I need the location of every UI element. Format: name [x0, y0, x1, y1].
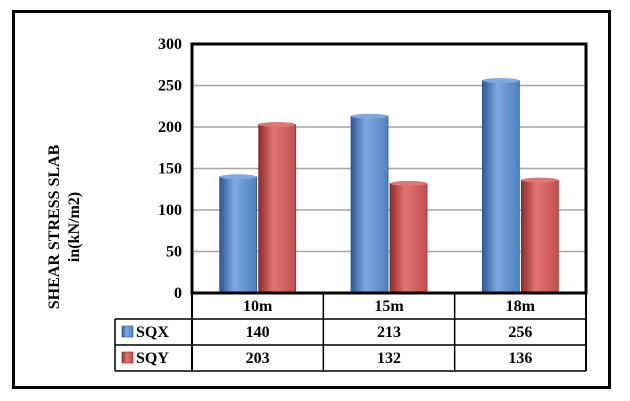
y-tick-label: 0 [174, 285, 182, 302]
bar-top-highlight [219, 174, 257, 180]
bar-sqy [258, 124, 297, 294]
chart-frame: SHEAR STRESS SLAB in(kN/m2) 0 50 100 150 200… [12, 10, 611, 389]
plot-area: 0 50 100 150 200 250 300 [158, 36, 588, 302]
bar-top-highlight [521, 177, 559, 183]
plot-border [190, 42, 588, 295]
bar-top-highlight [351, 113, 388, 119]
legend-key-sqy [121, 351, 134, 364]
y-tick-label: 200 [158, 119, 182, 136]
bar-sqx [350, 115, 389, 294]
y-tick-label: 150 [158, 161, 182, 178]
table-header-10m: 10m [243, 298, 273, 315]
y-axis-label-line1: SHEAR STRESS SLAB [46, 144, 63, 309]
y-tick-label: 300 [158, 36, 182, 53]
table-value: 136 [508, 350, 532, 367]
bar-sqx [481, 80, 520, 294]
bar-sqy [520, 179, 559, 294]
legend-label-sqy: SQY [136, 350, 169, 367]
legend-label-sqx: SQX [136, 324, 169, 341]
bar-top-highlight [390, 180, 427, 186]
legend-key-sqx [121, 325, 134, 338]
y-axis-label-line2: in(kN/m2) [66, 192, 83, 262]
y-axis-label: SHEAR STRESS SLAB in(kN/m2) [46, 144, 83, 309]
table-value: 132 [377, 350, 401, 367]
y-tick-label: 100 [158, 202, 182, 219]
bar-chart: SHEAR STRESS SLAB in(kN/m2) 0 50 100 150 200… [46, 36, 588, 372]
table-value: 203 [246, 350, 270, 367]
bar-sqy [389, 183, 428, 294]
table-value: 256 [508, 324, 532, 341]
table-value: 213 [377, 324, 401, 341]
y-tick-label: 250 [158, 78, 182, 95]
table-header-18m: 18m [506, 298, 536, 315]
table-header-15m: 15m [374, 298, 404, 315]
bar-sqx [219, 176, 258, 294]
data-table: 10m 15m 18m SQX 140 213 256 SQY 203 132 136 [114, 293, 587, 372]
table-value: 140 [246, 324, 270, 341]
bar-top-highlight [258, 122, 296, 128]
bar-top-highlight [482, 78, 520, 84]
y-tick-label: 50 [166, 244, 182, 261]
